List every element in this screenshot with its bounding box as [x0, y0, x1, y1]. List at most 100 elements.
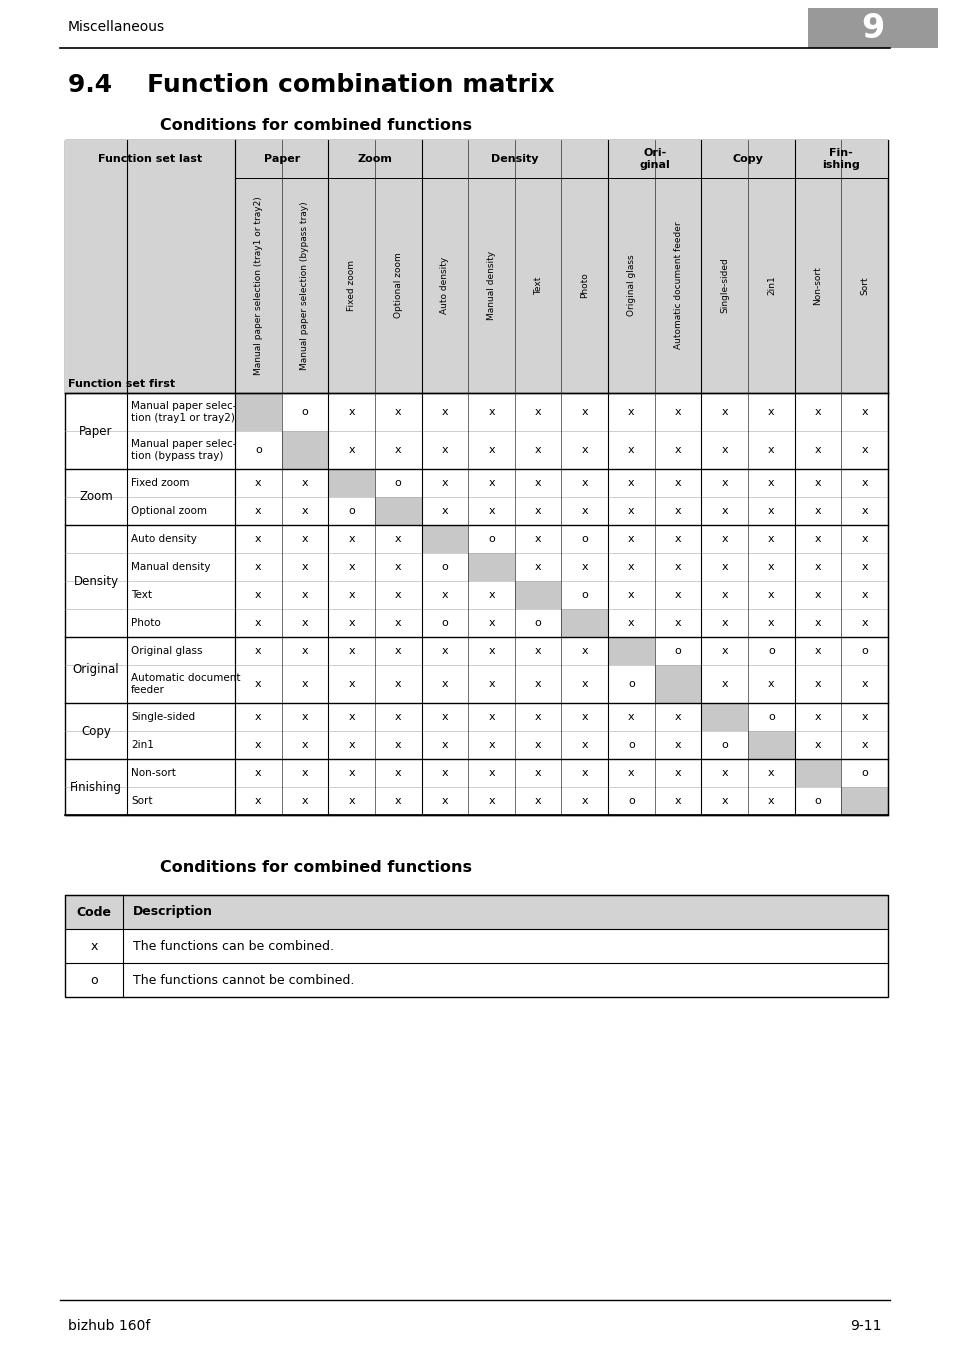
Text: Miscellaneous: Miscellaneous	[68, 20, 165, 34]
Bar	[607, 141, 700, 178]
Bar	[561, 431, 607, 469]
Bar	[234, 758, 281, 787]
Text: x: x	[348, 407, 355, 416]
Bar	[65, 431, 127, 469]
Bar	[234, 787, 281, 815]
Text: x: x	[535, 713, 541, 722]
Text: x: x	[627, 618, 634, 627]
Text: x: x	[861, 407, 867, 416]
Bar	[515, 637, 561, 665]
Text: x: x	[441, 713, 448, 722]
Bar	[127, 665, 234, 703]
Bar	[234, 731, 281, 758]
Text: o: o	[580, 534, 588, 544]
Bar	[561, 703, 607, 731]
Bar	[421, 525, 468, 553]
Bar	[700, 525, 747, 553]
Bar	[328, 141, 421, 178]
Text: x: x	[581, 679, 587, 690]
Bar	[794, 469, 841, 498]
Bar	[607, 787, 654, 815]
Text: x: x	[861, 445, 867, 456]
Text: Manual density: Manual density	[487, 251, 496, 320]
Bar	[421, 637, 468, 665]
Bar	[281, 703, 328, 731]
Bar	[747, 498, 794, 525]
Text: x: x	[767, 445, 774, 456]
Bar	[328, 581, 375, 608]
Bar	[281, 637, 328, 665]
Text: x: x	[301, 479, 308, 488]
Bar	[654, 581, 700, 608]
Bar	[127, 758, 234, 787]
Bar	[281, 608, 328, 637]
Text: Paper: Paper	[79, 425, 112, 438]
Text: o: o	[627, 740, 634, 750]
Bar	[561, 498, 607, 525]
Text: o: o	[627, 796, 634, 806]
Text: x: x	[627, 407, 634, 416]
Bar	[468, 665, 515, 703]
Text: x: x	[674, 506, 680, 516]
Text: x: x	[348, 796, 355, 806]
Text: The functions cannot be combined.: The functions cannot be combined.	[132, 973, 354, 987]
Bar	[654, 553, 700, 581]
Bar	[234, 608, 281, 637]
Text: x: x	[861, 562, 867, 572]
Bar	[515, 498, 561, 525]
Text: x: x	[674, 479, 680, 488]
Bar	[468, 637, 515, 665]
Text: x: x	[488, 445, 495, 456]
Text: Fixed zoom: Fixed zoom	[131, 479, 190, 488]
Text: x: x	[720, 768, 727, 777]
Text: Sort: Sort	[131, 796, 152, 806]
Bar	[794, 498, 841, 525]
Bar	[607, 731, 654, 758]
Bar	[328, 608, 375, 637]
Bar	[515, 431, 561, 469]
Bar	[794, 431, 841, 469]
Bar	[747, 581, 794, 608]
Text: x: x	[441, 796, 448, 806]
Bar	[515, 787, 561, 815]
Text: Original: Original	[72, 664, 119, 676]
Bar	[468, 393, 515, 431]
Text: Conditions for combined functions: Conditions for combined functions	[160, 118, 472, 132]
Bar	[468, 758, 515, 787]
Bar	[607, 431, 654, 469]
Bar	[607, 498, 654, 525]
Text: x: x	[535, 407, 541, 416]
Bar	[747, 665, 794, 703]
Text: Zoom: Zoom	[79, 491, 112, 503]
Bar	[841, 431, 887, 469]
Text: x: x	[674, 740, 680, 750]
Bar	[375, 665, 421, 703]
Text: x: x	[767, 768, 774, 777]
Text: Function set last: Function set last	[98, 154, 202, 164]
Bar	[65, 787, 127, 815]
Bar	[607, 469, 654, 498]
Text: Manual paper selection (bypass tray): Manual paper selection (bypass tray)	[300, 201, 309, 370]
Bar	[234, 581, 281, 608]
Bar	[515, 553, 561, 581]
Text: x: x	[254, 768, 261, 777]
Text: o: o	[348, 506, 355, 516]
Text: x: x	[861, 506, 867, 516]
Text: o: o	[254, 445, 261, 456]
Bar	[515, 703, 561, 731]
Text: o: o	[580, 589, 588, 600]
Bar	[127, 393, 234, 431]
Text: 9.4    Function combination matrix: 9.4 Function combination matrix	[68, 73, 554, 97]
Text: x: x	[581, 713, 587, 722]
Text: x: x	[861, 679, 867, 690]
Text: Original glass: Original glass	[626, 254, 636, 316]
Text: x: x	[720, 618, 727, 627]
Bar	[375, 431, 421, 469]
Bar	[794, 787, 841, 815]
Bar	[468, 525, 515, 553]
Text: x: x	[535, 646, 541, 656]
Bar	[747, 787, 794, 815]
Text: x: x	[674, 534, 680, 544]
Bar	[747, 731, 794, 758]
Bar	[421, 553, 468, 581]
